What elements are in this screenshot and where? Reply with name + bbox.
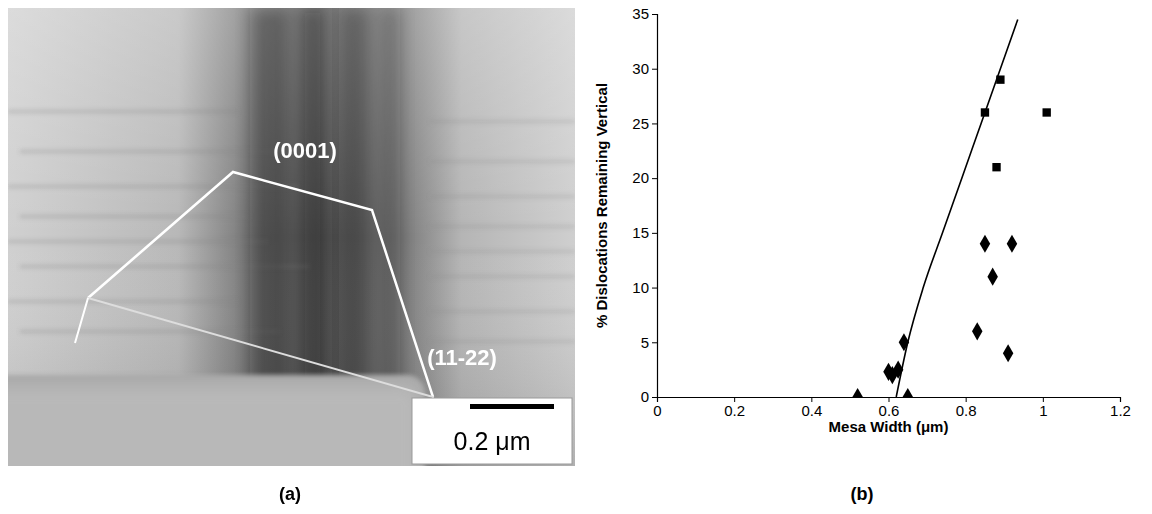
tick-mark [652,69,657,70]
y-axis: 0 5 10 15 20 25 30 35 [632,5,657,405]
band [250,8,290,408]
scale-bar [470,404,554,409]
facet-label: (0001) [273,138,337,163]
tick-label: 1.2 [1110,402,1131,419]
tick-mark [652,178,657,179]
mask-edges [75,298,433,440]
streak [430,195,575,198]
point-diamond [903,388,913,397]
streak [430,340,575,343]
dislocation-bands [250,8,400,408]
tick: 0.4 [801,397,822,419]
streak [20,215,250,218]
tick-mark [652,233,657,234]
tick-label: 30 [632,60,649,77]
tick-label: 5 [641,334,649,351]
point-diamond [1007,235,1017,253]
point-diamond [987,268,997,286]
streak [430,160,575,163]
tick: 10 [632,279,657,296]
tick: 5 [641,334,657,351]
streak [430,225,575,228]
layer-streaks [8,110,575,343]
tick-mark [652,123,657,124]
tick-label: 15 [632,224,649,241]
band [300,8,325,408]
x-axis-title: Mesa Width (μm) [829,418,949,435]
point-diamond [980,235,990,253]
point-square [1043,108,1051,116]
figure: (0001)(11-22)0.2 μm(a)00.20.40.60.811.20… [0,0,1152,514]
point-diamond [852,388,862,397]
tick: 1.2 [1110,397,1131,419]
mask-region [8,375,425,466]
base-line [88,298,433,397]
fit-curve [896,19,1018,397]
tick-label: 0.8 [956,402,977,419]
tick: 35 [632,5,657,22]
tick-label: 10 [632,279,649,296]
tick-label: 1 [1039,402,1047,419]
tick-label: 0.6 [879,402,900,419]
tick-mark [652,14,657,15]
point-diamond [1003,344,1013,362]
streak [430,250,575,253]
tick: 15 [632,224,657,241]
streak [20,150,280,153]
streak [8,240,268,243]
tick-label: 35 [632,5,649,22]
tick-label: 0.2 [724,402,745,419]
streak [430,310,575,313]
tick-mark [652,288,657,289]
streak [8,300,238,303]
streak [430,120,575,123]
facet-outline [75,172,433,440]
band [380,8,400,408]
x-axis: 0 0.2 0.4 0.6 0.8 1 1.2 [653,397,1131,419]
tick: 0 [641,388,657,405]
tick-label: 20 [632,169,649,186]
point-square [992,163,1000,171]
streak [8,110,238,113]
streak [20,330,280,333]
tick: 0.6 [879,397,900,419]
tick: 0.8 [956,397,977,419]
scale-bar-label: 0.2 μm [454,427,531,455]
tick: 0.2 [724,397,745,419]
panel-label: (b) [851,484,874,504]
axis-line [652,15,658,398]
tick: 20 [632,169,657,186]
tick: 0 [653,397,661,419]
tick: 25 [632,115,657,132]
tick: 1 [1039,397,1047,419]
tick-label: 0 [653,402,661,419]
facet-label: (11-22) [427,345,497,370]
tick-label: 0.4 [801,402,822,419]
micrograph [8,8,575,466]
tick-label: 0 [641,388,649,405]
facet-lines [88,172,433,397]
tick-label: 25 [632,115,649,132]
point-diamond [972,322,982,340]
scale-bar-box [412,398,572,464]
tick: 30 [632,60,657,77]
plot-area [852,19,1050,397]
tick-mark [652,342,657,343]
streak [430,275,575,278]
panel-label: (a) [279,484,301,504]
mask-highlight [8,385,420,466]
y-axis-title: % Dislocations Remaining Vertical [593,83,610,328]
tick-mark [652,397,657,398]
